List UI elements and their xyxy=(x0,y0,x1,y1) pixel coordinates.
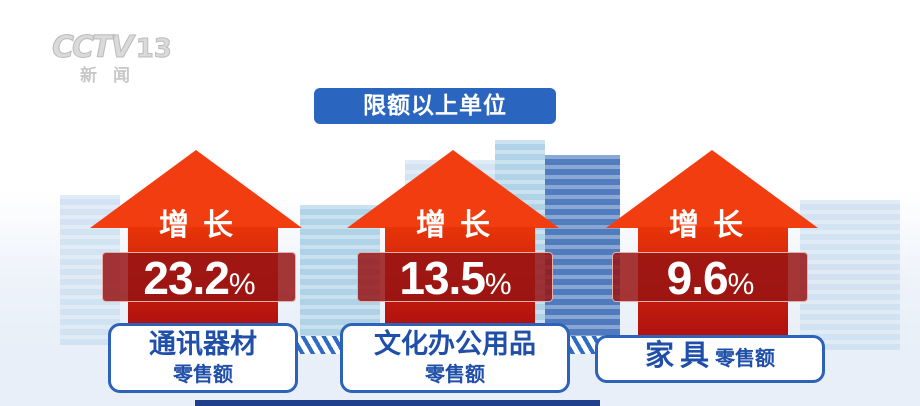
growth-value: 13.5% xyxy=(357,252,553,304)
page-title: 限额以上单位 xyxy=(314,88,556,124)
value-unit: % xyxy=(727,268,755,301)
growth-label: 增长 xyxy=(669,208,757,243)
category-name: 家具 xyxy=(644,338,715,372)
metric-name: 零售额 xyxy=(425,362,485,386)
logo-channel: CCTV xyxy=(52,30,135,66)
growth-value: 23.2% xyxy=(102,252,296,304)
category-label: 通讯器材 零售额 xyxy=(108,323,298,393)
value-unit: % xyxy=(228,268,256,301)
logo-number: 13 xyxy=(135,34,172,65)
value-number: 13.5 xyxy=(399,252,486,304)
arrow-up-icon xyxy=(347,150,559,228)
value-number: 23.2 xyxy=(143,252,230,304)
building xyxy=(300,205,380,345)
arrow-up-icon xyxy=(90,150,302,228)
value-number: 9.6 xyxy=(666,252,729,304)
growth-label: 增长 xyxy=(416,208,504,243)
cctv13-logo: CCTV 13 新闻 xyxy=(52,30,173,87)
category-label: 家具零售额 xyxy=(595,335,825,383)
growth-value: 9.6% xyxy=(612,252,808,304)
value-unit: % xyxy=(484,268,512,301)
arrow-up-icon xyxy=(606,150,818,228)
growth-label: 增长 xyxy=(159,208,247,243)
category-name: 通讯器材 xyxy=(149,329,257,360)
category-name: 文化办公用品 xyxy=(374,329,536,360)
bottom-bar xyxy=(195,400,600,406)
metric-name: 零售额 xyxy=(715,346,775,370)
category-label: 文化办公用品 零售额 xyxy=(340,323,570,393)
logo-name: 新闻 xyxy=(80,66,146,86)
metric-name: 零售额 xyxy=(173,362,233,386)
